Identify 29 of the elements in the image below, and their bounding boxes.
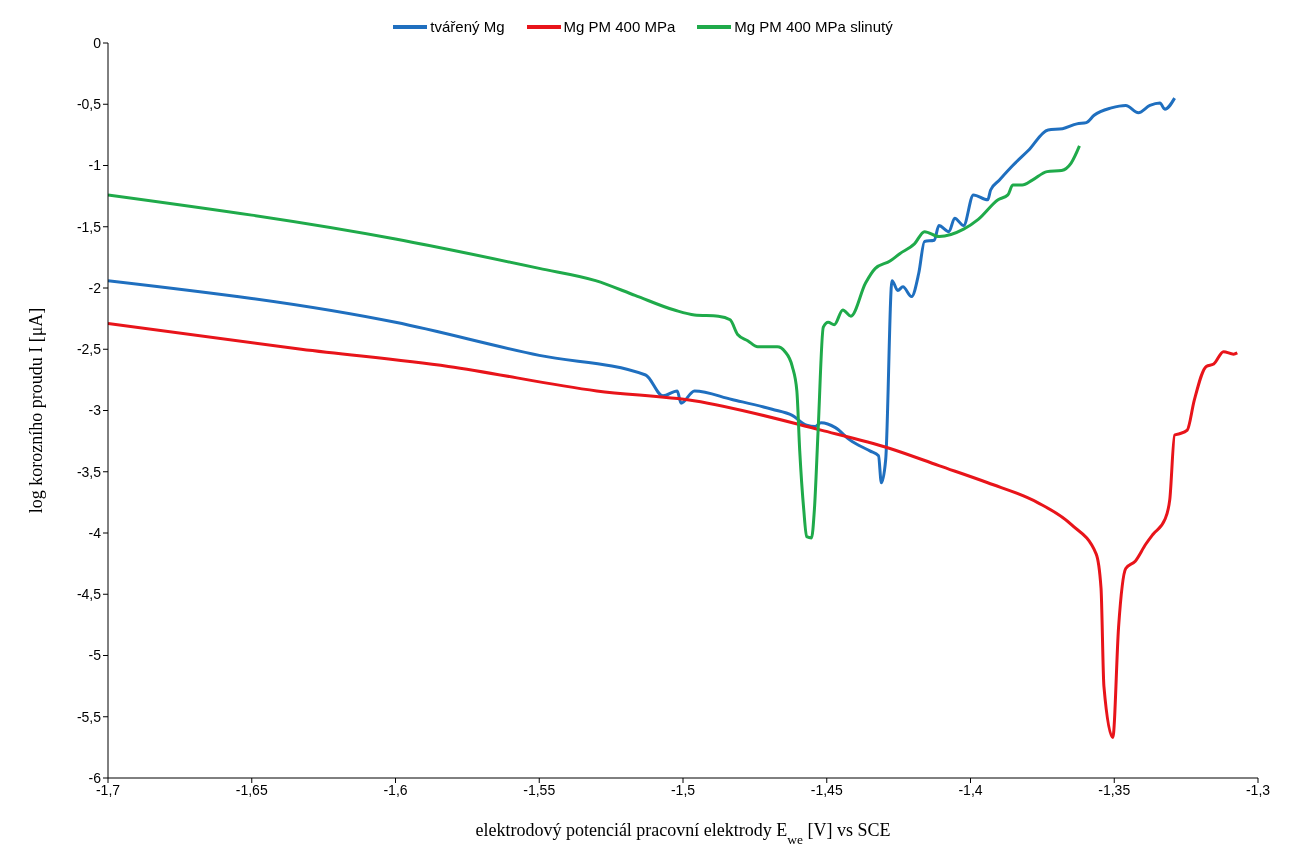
y-tick-label: 0 xyxy=(93,34,102,51)
legend-label: Mg PM 400 MPa slinutý xyxy=(734,18,893,35)
x-tick-label: -1,4 xyxy=(958,781,983,798)
y-tick-label: -2,5 xyxy=(76,341,102,358)
line-series xyxy=(108,96,1177,485)
line-series xyxy=(108,322,1239,740)
x-tick-label: -1,35 xyxy=(1098,781,1131,798)
x-tick-label: -1,65 xyxy=(235,781,268,798)
y-axis-title: log korozního proudu I [μA] xyxy=(26,307,46,514)
x-tick-label: -1,55 xyxy=(523,781,556,798)
y-tick-label: -4 xyxy=(88,524,102,541)
y-tick-label: -5,5 xyxy=(76,708,102,725)
y-tick-label: -0,5 xyxy=(76,96,102,113)
y-tick-label: -1 xyxy=(88,157,102,174)
y-tick-label: -3 xyxy=(88,402,102,419)
y-tick-label: -1,5 xyxy=(76,218,102,235)
line-series xyxy=(108,144,1081,540)
x-tick-label: -1,5 xyxy=(670,781,696,798)
y-tick-label: -3,5 xyxy=(76,463,102,480)
legend-label: Mg PM 400 MPa xyxy=(563,18,676,35)
x-tick-label: -1,6 xyxy=(383,781,408,798)
x-tick-label: -1,3 xyxy=(1245,781,1271,798)
y-tick-label: -6 xyxy=(88,769,102,786)
y-tick-label: -5 xyxy=(88,647,102,664)
y-tick-label: -4,5 xyxy=(76,586,102,603)
x-tick-label: -1,45 xyxy=(810,781,843,798)
x-axis-title: elektrodový potenciál pracovní elektrody E$_{we}$ [V] vs SCE xyxy=(475,820,891,847)
legend-label: tvářený Mg xyxy=(430,18,505,35)
y-tick-label: -2 xyxy=(88,279,102,296)
